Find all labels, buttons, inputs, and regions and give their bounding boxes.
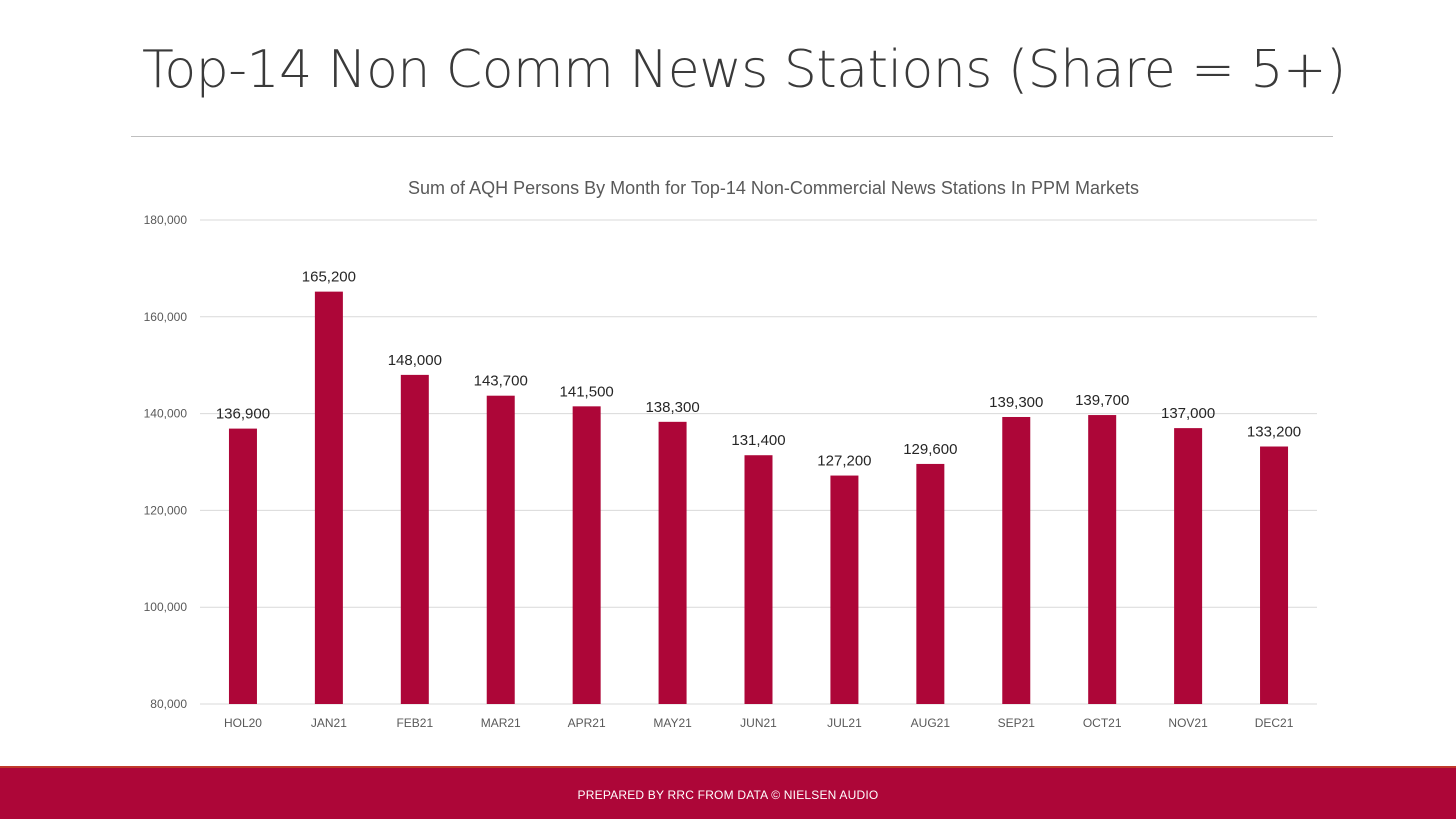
data-label: 141,500 [560,383,614,400]
data-label: 139,300 [989,394,1043,411]
bar-jun21 [744,455,773,704]
x-tick-label: MAR21 [481,716,521,730]
y-tick-label: 140,000 [144,407,188,421]
bar-mar21 [486,395,515,704]
y-tick-label: 120,000 [144,503,188,517]
x-tick-label: APR21 [568,716,606,730]
data-label: 133,200 [1247,424,1301,441]
bar-nov21 [1174,428,1203,704]
data-label: 143,700 [474,373,528,390]
footer-bar: PREPARED BY RRC FROM DATA © NIELSEN AUDI… [0,766,1456,819]
chart-title: Sum of AQH Persons By Month for Top-14 N… [408,178,1139,198]
x-tick-label: AUG21 [911,716,951,730]
bar-jul21 [830,475,859,704]
x-tick-label: HOL20 [224,716,262,730]
bar-may21 [658,421,687,704]
data-labels: 136,900 165,200 148,000 143,700 141,500 138,3… [216,269,1301,470]
bar-hol20 [228,428,257,704]
data-label: 127,200 [817,453,871,470]
bar-jan21 [314,291,343,704]
bar-apr21 [572,406,601,704]
y-tick-label: 160,000 [144,310,188,324]
x-tick-label: NOV21 [1168,716,1208,730]
data-label: 139,700 [1075,392,1129,409]
data-label: 148,000 [388,352,442,369]
bars [228,291,1289,704]
x-tick-label: SEP21 [998,716,1036,730]
x-tick-label: JAN21 [311,716,347,730]
data-label: 137,000 [1161,405,1215,422]
data-label: 129,600 [903,441,957,458]
y-axis-ticks: 80,000 100,000 120,000 140,000 160,000 180,00… [144,213,188,711]
x-tick-label: MAY21 [653,716,692,730]
bar-oct21 [1088,415,1117,704]
x-tick-label: FEB21 [396,716,433,730]
bar-feb21 [400,374,429,704]
x-tick-label: JUN21 [740,716,777,730]
x-axis-ticks: HOL20 JAN21 FEB21 MAR21 APR21 MAY21 JUN21 JUL21… [224,716,1294,730]
bar-aug21 [916,463,945,704]
x-tick-label: DEC21 [1255,716,1294,730]
x-tick-label: OCT21 [1083,716,1122,730]
y-tick-label: 80,000 [150,697,187,711]
y-tick-label: 180,000 [144,213,188,227]
data-label: 165,200 [302,269,356,286]
y-tick-label: 100,000 [144,600,188,614]
bar-sep21 [1002,416,1031,704]
bar-chart: Sum of AQH Persons By Month for Top-14 N… [144,178,1317,730]
slide-title: Top-14 Non Comm News Stations (Share = 5… [142,40,1346,100]
bar-dec21 [1260,446,1289,704]
x-tick-label: JUL21 [827,716,862,730]
data-label: 136,900 [216,406,270,423]
title-divider [131,136,1333,137]
data-label: 131,400 [731,432,785,449]
data-label: 138,300 [645,399,699,416]
footer-credit: PREPARED BY RRC FROM DATA © NIELSEN AUDI… [577,788,879,802]
